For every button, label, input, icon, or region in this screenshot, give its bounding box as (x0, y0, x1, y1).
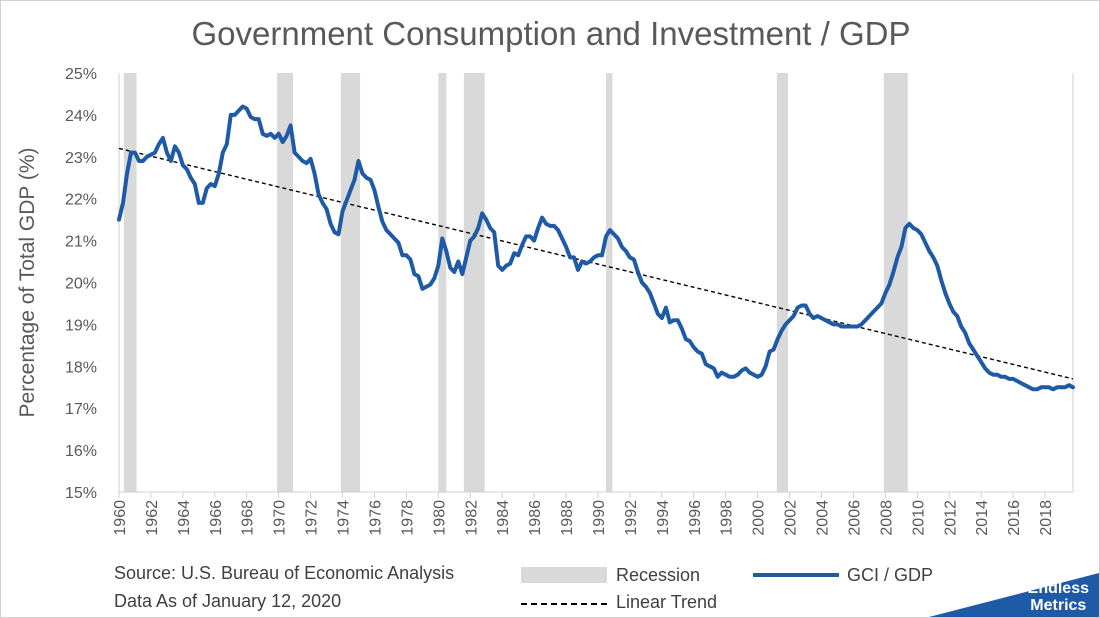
y-tick-label: 21% (65, 234, 97, 251)
x-tick-label: 1970 (272, 500, 289, 536)
x-tick-label: 2018 (1038, 500, 1055, 536)
y-tick-label: 22% (65, 192, 97, 209)
y-axis-label: Percentage of Total GDP (%) (16, 147, 39, 417)
recession-band-6 (776, 73, 788, 492)
y-tick-label: 24% (65, 108, 97, 125)
legend-trend-label: Linear Trend (616, 592, 718, 612)
legend-recession-swatch (521, 567, 607, 583)
endless-metrics-logo (929, 573, 1099, 617)
linear-trend-line (118, 147, 1074, 380)
recession-band-7 (883, 73, 908, 492)
x-tick-label: 1988 (559, 500, 576, 536)
data-date-note: Data As of January 12, 2020 (114, 591, 342, 611)
recession-band-0 (123, 73, 137, 492)
x-tick-label: 2008 (878, 500, 895, 536)
x-tick-label: 2012 (942, 500, 959, 536)
x-tick-label: 1978 (399, 500, 416, 536)
trend-line-group (118, 147, 1074, 380)
source-note: Source: U.S. Bureau of Economic Analysis (114, 563, 455, 583)
x-tick-label: 1966 (208, 500, 225, 536)
x-tick-label: 2002 (783, 500, 800, 536)
recession-band-1 (277, 73, 294, 492)
y-tick-label: 17% (65, 401, 97, 418)
x-tick-label: 2006 (846, 500, 863, 536)
x-tick-label: 1990 (591, 500, 608, 536)
x-tick-label: 1994 (655, 500, 672, 536)
axes (118, 73, 1074, 498)
y-tick-label: 23% (65, 150, 97, 167)
x-tick-label: 1960 (112, 500, 129, 536)
tick-labels: 15% 16% 17% 18% 19% 20% 21% 22% 23% 24% 25% 1960 196… (65, 66, 1055, 536)
legend-trend-swatch (521, 603, 607, 605)
y-tick-label: 16% (65, 443, 97, 460)
x-tick-label: 1992 (623, 500, 640, 536)
logo-line-2: Metrics (1030, 597, 1087, 614)
x-tick-label: 1984 (495, 500, 512, 536)
x-tick-label: 1998 (719, 500, 736, 536)
x-tick-label: 1972 (304, 500, 321, 536)
x-tick-label: 2010 (910, 500, 927, 536)
x-tick-label: 1974 (336, 500, 353, 536)
logo-line-1: Endless (1027, 580, 1089, 597)
x-tick-label: 1964 (176, 500, 193, 536)
recession-band-2 (340, 73, 361, 492)
x-tick-label: 1980 (431, 500, 448, 536)
legend-gci-label: GCI / GDP (847, 565, 934, 585)
x-tick-label: 1962 (144, 500, 161, 536)
legend-gci-swatch (753, 573, 839, 577)
x-tick-label: 1986 (527, 500, 544, 536)
x-tick-label: 2016 (1006, 500, 1023, 536)
x-tick-label: 2000 (751, 500, 768, 536)
recession-band-5 (605, 73, 613, 492)
y-tick-label: 15% (65, 485, 97, 502)
chart-title: Government Consumption and Investment / … (191, 15, 911, 52)
x-tick-label: 1982 (463, 500, 480, 536)
x-tick-label: 2014 (974, 500, 991, 536)
x-tick-label: 1996 (687, 500, 704, 536)
series-line-group (117, 104, 1075, 392)
y-tick-label: 20% (65, 276, 97, 293)
legend-recession-label: Recession (616, 565, 701, 585)
y-tick-label: 18% (65, 359, 97, 376)
y-tick-label: 25% (65, 66, 97, 83)
recession-bands (123, 73, 908, 492)
x-tick-label: 1976 (367, 500, 384, 536)
recession-band-4 (463, 73, 485, 492)
x-tick-label: 2004 (815, 500, 832, 536)
x-tick-label: 1968 (240, 500, 257, 536)
logo-text: Endless Metrics (1028, 580, 1089, 614)
y-tick-label: 19% (65, 317, 97, 334)
gci-gdp-series-line (117, 104, 1075, 392)
recession-band-3 (438, 73, 447, 492)
